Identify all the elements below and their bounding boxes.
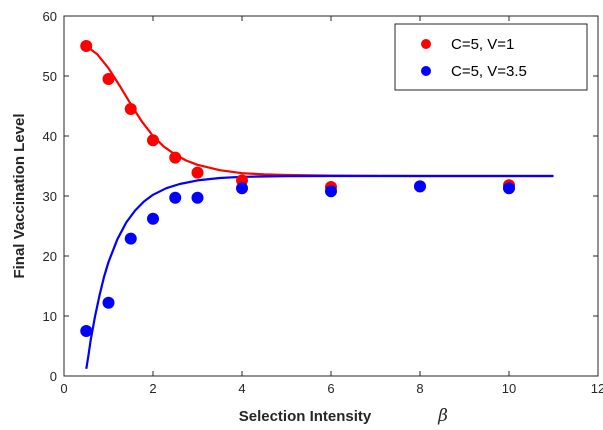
- y-tick-label-5: 50: [43, 69, 57, 84]
- y-tick-label-0: 0: [50, 369, 57, 384]
- fit-curve-series-1: [85, 174, 554, 369]
- data-point-series-1-9: [503, 182, 515, 195]
- x-tick-label-5: 10: [502, 381, 516, 396]
- y-axis-label: Final Vaccination Level: [11, 113, 28, 278]
- y-tick-label-6: 60: [43, 9, 57, 24]
- legend-marker-blue: [421, 66, 431, 76]
- legend-label-blue: C=5, V=3.5: [451, 63, 527, 80]
- data-point-series-0-1: [102, 73, 115, 85]
- data-point-series-1-8: [414, 180, 426, 193]
- x-tick-label-0: 0: [60, 381, 67, 396]
- data-point-series-1-2: [124, 232, 137, 245]
- x-tick-label-1: 2: [149, 381, 156, 396]
- x-tick-label-2: 4: [238, 381, 245, 396]
- data-point-series-1-5: [191, 191, 204, 204]
- data-point-series-0-2: [124, 103, 137, 115]
- legend: C=5, V=1 C=5, V=3.5: [394, 23, 588, 91]
- legend-box: [394, 23, 588, 91]
- legend-marker-red: [421, 39, 431, 49]
- data-point-series-0-4: [169, 151, 182, 164]
- data-point-series-0-3: [147, 134, 159, 147]
- data-point-series-1-3: [147, 212, 159, 225]
- legend-label-red: C=5, V=1: [451, 36, 514, 53]
- x-tick-label-4: 8: [416, 381, 423, 396]
- y-tick-label-2: 20: [43, 249, 57, 264]
- x-axis-label-symbol: β: [437, 406, 448, 426]
- data-point-series-0-5: [191, 166, 204, 179]
- x-tick-label-3: 6: [327, 381, 334, 396]
- x-tick-label-6: 12: [591, 381, 603, 396]
- y-tick-label-4: 40: [43, 129, 57, 144]
- y-tick-label-1: 10: [43, 309, 57, 324]
- axis-ticks: 0 2 4 6 8 10 12 0 10 20 30 40 50 60: [43, 9, 603, 396]
- data-point-series-1-6: [236, 182, 248, 195]
- y-tick-label-3: 30: [43, 189, 57, 204]
- data-point-series-0-0: [80, 40, 93, 52]
- fit-curves: [85, 45, 554, 369]
- data-point-series-1-0: [80, 325, 93, 337]
- data-point-series-1-4: [169, 191, 182, 204]
- x-axis-label: Selection Intensity: [239, 408, 372, 425]
- data-point-series-1-1: [102, 296, 115, 309]
- data-point-series-1-7: [325, 185, 337, 198]
- data-points: [80, 40, 515, 337]
